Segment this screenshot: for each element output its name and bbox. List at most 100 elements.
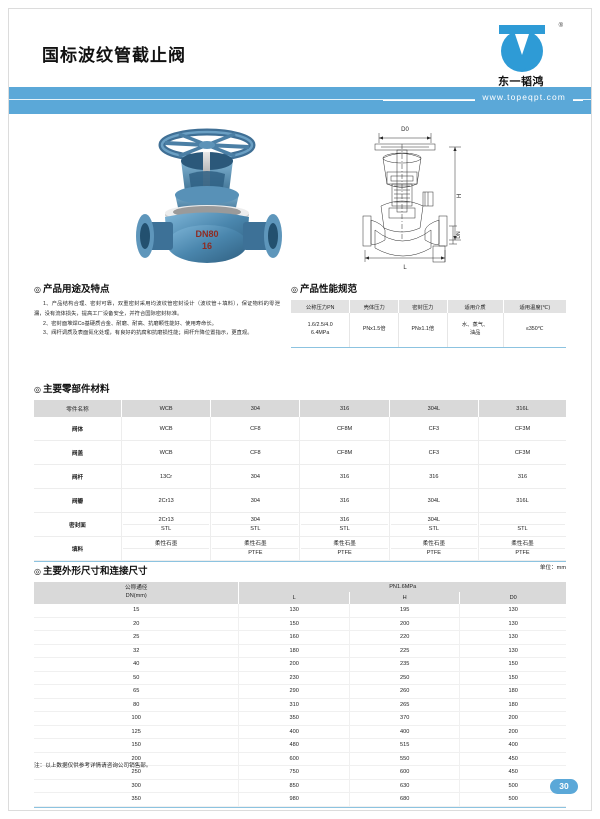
table-row: 阀盖 WCB CF8 CF8M CF3 CF3M (34, 440, 566, 465)
dimensions-cell-l: 600 (238, 752, 350, 766)
dimensions-cell-l: 350 (238, 711, 350, 726)
dimensions-cell-h: 400 (349, 725, 461, 739)
spec-col-header: 壳体压力 (349, 300, 399, 313)
materials-cell: CF3M (478, 440, 566, 465)
table-row: 65 290 260 180 (34, 684, 566, 699)
dimensions-cell-d0: 450 (459, 765, 566, 780)
drawing-label-h: H (457, 194, 463, 198)
materials-col-header: 316L (478, 400, 566, 417)
dimensions-cell-l: 160 (238, 630, 350, 645)
table-row: 300 850 630 500 (34, 779, 566, 793)
company-logo: ® 东一韬鸿 (473, 21, 569, 93)
dimensions-cell-dn: 80 (34, 698, 240, 712)
dn-col-header: 公称通径 DN(mm) (34, 582, 240, 604)
table-row: 阀瓣 2Cr13 304 316 304L 316L (34, 488, 566, 513)
materials-cell: WCB (121, 417, 212, 441)
dimensions-cell-dn: 20 (34, 617, 240, 631)
section-marker-icon: ◎ (34, 385, 41, 394)
table-row: 200 600 550 450 (34, 752, 566, 766)
table-row: 100 350 370 200 (34, 711, 566, 726)
dimensions-cell-dn: 150 (34, 738, 240, 753)
materials-cell: 304 (210, 464, 301, 489)
materials-cell: 304L STL (389, 512, 479, 537)
dimensions-cell-d0: 180 (459, 698, 566, 712)
table-row: 40 200 235 150 (34, 657, 566, 672)
materials-cell: 304L (389, 488, 479, 513)
table-row: 350 980 680 500 (34, 792, 566, 807)
dimensions-cell-l: 850 (238, 779, 350, 793)
dimensions-cell-dn: 100 (34, 711, 240, 726)
spec-col-header: 适用温度(℃) (503, 300, 566, 313)
dimensions-cell-h: 220 (349, 630, 461, 645)
usage-paragraph: 3、阀杆调质及表面氮化处理，有良好的抗腐和抗磨损性能；阀杆升降位置指示，更直观。 (43, 330, 253, 337)
materials-cell: 316 (478, 464, 566, 489)
materials-row-label: 阀体 (34, 417, 122, 441)
dimensions-cell-h: 370 (349, 711, 461, 726)
dimensions-cell-d0: 400 (459, 738, 566, 753)
spec-col-header: 密封压力 (398, 300, 448, 313)
materials-row-label: 密封面 (34, 512, 122, 537)
materials-cell: 316 STL (299, 512, 390, 537)
dimensions-cell-d0: 130 (459, 630, 566, 645)
dimensions-cell-d0: 130 (459, 644, 566, 658)
dimensions-cell-dn: 200 (34, 752, 240, 766)
dim-col-header-l: L (238, 592, 350, 604)
materials-row-label: 阀盖 (34, 440, 122, 465)
table-row: 25 160 220 130 (34, 630, 566, 645)
dimensions-cell-h: 195 (349, 604, 461, 618)
materials-cell: 柔性石墨 (121, 536, 212, 561)
spec-col-header: 公称压力PN (291, 300, 351, 313)
drawing-label-dn: DN (456, 231, 462, 239)
dimensions-cell-d0: 200 (459, 725, 566, 739)
table-row: 填料 柔性石墨 柔性石墨 PTFE 柔性石墨 PTFE 柔性石墨 PTFE 柔性石墨 PTFE (34, 536, 566, 561)
table-row: 阀体 WCB CF8 CF8M CF3 CF3M (34, 417, 566, 441)
drawing-label-l: L (403, 265, 407, 270)
usage-section: ◎ 产品用途及特点 1、产品结构合理、密封可靠，双重密封采用均波纹管密封设计（波纹… (34, 281, 280, 339)
dimensions-cell-dn: 125 (34, 725, 240, 739)
materials-cell: 柔性石墨 PTFE (299, 536, 390, 561)
dimensions-cell-d0: 450 (459, 752, 566, 766)
dimensions-cell-h: 265 (349, 698, 461, 712)
website-url: www.topeqpt.com (475, 92, 573, 102)
materials-cell: CF8 (210, 417, 301, 441)
dimensions-cell-d0: 130 (459, 604, 566, 618)
dimensions-cell-dn: 25 (34, 630, 240, 645)
materials-cell: WCB (121, 440, 212, 465)
dimensions-cell-dn: 65 (34, 684, 240, 699)
materials-table: 零件名称 WCB 304 316 304L 316L 阀体 WCB CF8 CF8M CF3 CF3… (34, 400, 566, 561)
dimensions-cell-h: 200 (349, 617, 461, 631)
dimensions-cell-l: 980 (238, 792, 350, 807)
spec-cell: PNx1.1倍 (398, 313, 448, 347)
band-divider (9, 99, 591, 100)
table-row: 阀杆 13Cr 304 316 316 316 (34, 464, 566, 489)
usage-heading: ◎ 产品用途及特点 (34, 284, 110, 295)
dimensions-cell-h: 550 (349, 752, 461, 766)
materials-col-header: WCB (121, 400, 212, 417)
dimensions-cell-l: 230 (238, 671, 350, 685)
spec-cell: ≤350℃ (525, 326, 544, 333)
dimensions-cell-l: 130 (238, 604, 350, 618)
dimensions-cell-h: 600 (349, 765, 461, 780)
table-row: 250 750 600 450 (34, 765, 566, 780)
materials-cell: CF3 (389, 440, 479, 465)
section-marker-icon: ◎ (34, 285, 41, 294)
dimensions-table: 公称通径 DN(mm) PN1.6MPa L H D0 15 130 195 130 20… (34, 582, 566, 807)
materials-cell: 柔性石墨 PTFE (389, 536, 479, 561)
dimensions-cell-h: 235 (349, 657, 461, 672)
materials-cell: 316 (299, 464, 390, 489)
materials-col-header: 316 (299, 400, 390, 417)
table-row: 15 130 195 130 (34, 604, 566, 618)
usage-paragraph: 1、产品结构合理、密封可靠，双重密封采用均波纹管密封设计（波纹管＋填料），保证物… (34, 301, 280, 317)
materials-cell: 2Cr13 STL (121, 512, 212, 537)
dimensions-unit: 单位：mm (539, 565, 566, 571)
dimensions-cell-dn: 300 (34, 779, 240, 793)
dimensions-cell-dn: 250 (34, 765, 240, 780)
dimensions-cell-l: 750 (238, 765, 350, 780)
registered-mark: ® (558, 23, 563, 29)
page-number-badge: 30 (550, 779, 578, 794)
page-border (8, 8, 592, 811)
dimensions-heading: ◎ 主要外形尺寸和连接尺寸 (34, 566, 148, 577)
section-marker-icon: ◎ (291, 285, 298, 294)
materials-cell: 316L (478, 488, 566, 513)
